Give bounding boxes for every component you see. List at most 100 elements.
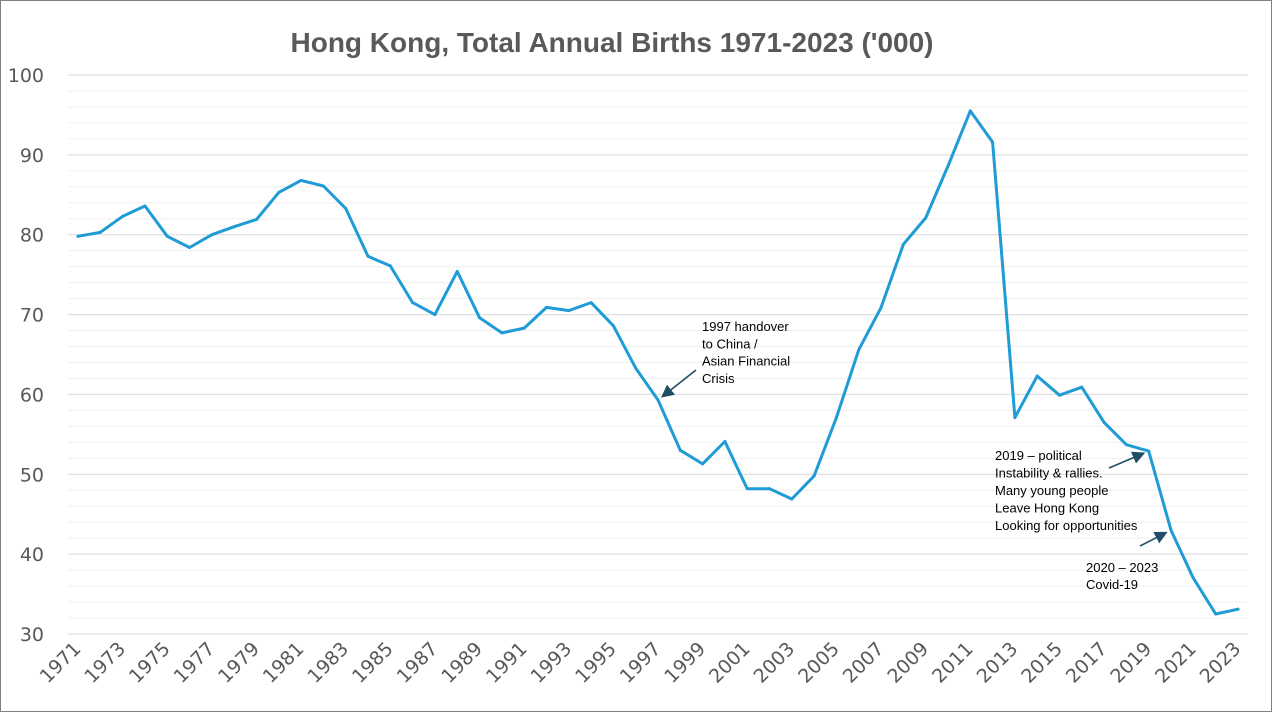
data-point <box>634 366 638 370</box>
chart-title: Hong Kong, Total Annual Births 1971-2023… <box>291 27 934 58</box>
annotation-arrow <box>660 369 697 398</box>
annotation-text: 2020 – 2023 <box>1086 560 1158 575</box>
y-tick-label: 40 <box>20 544 44 566</box>
x-tick-label: 1989 <box>437 638 487 688</box>
data-point <box>299 178 303 182</box>
data-point <box>210 233 214 237</box>
data-point <box>344 206 348 210</box>
x-tick-label: 2021 <box>1151 638 1201 688</box>
data-point <box>968 109 972 113</box>
data-point <box>1080 385 1084 389</box>
x-tick-label: 2003 <box>750 638 800 688</box>
x-tick-label: 2013 <box>973 638 1023 688</box>
x-axis: 1971197319751977197919811983198519871989… <box>36 638 1246 688</box>
annotations: 1997 handover to China / Asian Financial C… <box>660 319 1168 592</box>
data-point <box>745 487 749 491</box>
data-point <box>232 225 236 229</box>
annotation-text: Looking for opportunities <box>995 518 1138 533</box>
data-point <box>188 245 192 249</box>
x-tick-label: 2019 <box>1106 638 1156 688</box>
x-tick-label: 2011 <box>928 638 978 688</box>
data-point <box>455 269 459 273</box>
y-tick-label: 70 <box>20 305 44 327</box>
major-gridlines <box>68 74 1248 635</box>
data-point <box>834 416 838 420</box>
data-point <box>321 184 325 188</box>
x-tick-label: 2005 <box>794 638 844 688</box>
x-tick-label: 1973 <box>80 638 130 688</box>
data-point <box>388 264 392 268</box>
x-tick-label: 1979 <box>214 638 264 688</box>
y-tick-label: 50 <box>20 464 44 486</box>
data-point <box>946 164 950 168</box>
x-tick-label: 2015 <box>1017 638 1067 688</box>
annotation-text: Asian Financial <box>702 354 790 369</box>
data-point <box>1124 443 1128 447</box>
annotation-text: 2019 – political <box>995 448 1082 463</box>
data-point <box>433 313 437 317</box>
data-point <box>478 316 482 320</box>
x-tick-label: 1987 <box>393 638 443 688</box>
data-point <box>879 305 883 309</box>
annotation-text: Many young people <box>995 483 1108 498</box>
annotation-text: 1997 handover <box>702 319 789 334</box>
data-point <box>701 462 705 466</box>
data-point <box>500 331 504 335</box>
data-point <box>991 140 995 144</box>
data-point <box>254 218 258 222</box>
data-point <box>1236 607 1240 611</box>
data-point <box>76 234 80 238</box>
data-point <box>790 497 794 501</box>
x-tick-label: 1997 <box>616 638 666 688</box>
data-point <box>277 190 281 194</box>
y-tick-label: 90 <box>20 145 44 167</box>
data-point <box>121 214 125 218</box>
x-tick-label: 2009 <box>883 638 933 688</box>
x-tick-label: 2017 <box>1062 638 1112 688</box>
x-tick-label: 1993 <box>526 638 576 688</box>
x-tick-label: 1977 <box>170 638 220 688</box>
x-tick-label: 1983 <box>303 638 353 688</box>
y-tick-label: 100 <box>8 65 44 87</box>
data-point <box>678 448 682 452</box>
data-point <box>1191 576 1195 580</box>
annotation-text: Crisis <box>702 371 735 386</box>
data-point <box>1214 612 1218 616</box>
data-point <box>544 305 548 309</box>
annotation: 1997 handover to China / Asian Financial C… <box>660 319 790 398</box>
annotation-text: Covid-19 <box>1086 577 1138 592</box>
data-point <box>812 474 816 478</box>
x-tick-label: 2007 <box>839 638 889 688</box>
x-tick-label: 1985 <box>348 638 398 688</box>
data-point <box>1035 374 1039 378</box>
y-tick-label: 30 <box>20 624 44 646</box>
x-tick-label: 1995 <box>571 638 621 688</box>
data-point <box>589 301 593 305</box>
annotation: 2020 – 2023 Covid-19 <box>1086 531 1168 592</box>
annotation-text: Leave Hong Kong <box>995 501 1099 516</box>
x-tick-label: 1991 <box>482 638 532 688</box>
x-tick-label: 2001 <box>705 638 755 688</box>
annotation-arrow <box>1108 451 1146 469</box>
annotation-text: Instability & rallies. <box>995 466 1103 481</box>
data-point <box>1169 528 1173 532</box>
y-axis: 30 40 50 60 70 80 90 100 <box>8 65 44 646</box>
data-point <box>901 242 905 246</box>
data-point <box>723 440 727 444</box>
data-point <box>656 398 660 402</box>
data-point <box>411 301 415 305</box>
data-point <box>366 254 370 258</box>
x-tick-label: 2023 <box>1196 638 1246 688</box>
data-point <box>98 230 102 234</box>
series-layer <box>76 109 1240 616</box>
minor-gridlines <box>68 90 1248 619</box>
x-tick-label: 1981 <box>259 638 309 688</box>
data-point <box>1147 449 1151 453</box>
data-point <box>143 204 147 208</box>
data-point <box>165 234 169 238</box>
data-point <box>1058 393 1062 397</box>
y-tick-label: 60 <box>20 384 44 406</box>
data-point <box>768 487 772 491</box>
annotation-text: to China / <box>702 336 758 351</box>
